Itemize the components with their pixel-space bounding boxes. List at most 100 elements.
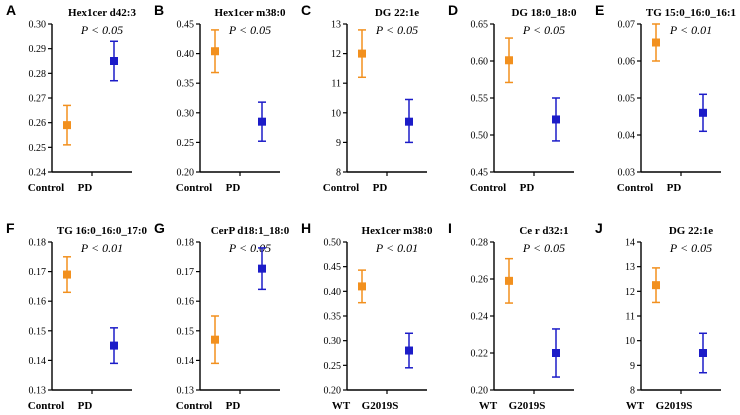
y-tick-label: 0.30 (324, 336, 342, 347)
x-category-label: Control (176, 400, 212, 412)
y-tick-label: 0.16 (29, 297, 47, 308)
panel-title: TG 16:0_16:0_17:0 (57, 225, 148, 237)
y-tick-label: 0.15 (177, 326, 195, 337)
data-point-control (211, 336, 219, 344)
panel-title: Ce r d32:1 (519, 225, 568, 237)
y-tick-label: 14 (625, 238, 635, 249)
data-point-pd (552, 115, 560, 123)
data-point-control (63, 121, 71, 129)
x-category-label: PD (520, 182, 535, 194)
y-tick-label: 0.45 (177, 20, 195, 31)
x-category-label: Control (323, 182, 359, 194)
data-point-pd (258, 118, 266, 126)
p-value-label: P < 0.01 (80, 241, 123, 255)
y-tick-label: 13 (625, 262, 635, 273)
y-tick-label: 0.20 (324, 386, 342, 397)
x-category-label: PD (78, 400, 93, 412)
y-tick-label: 0.45 (324, 262, 342, 273)
y-tick-label: 0.18 (29, 238, 47, 249)
x-category-label: Control (176, 182, 212, 194)
y-tick-label: 11 (331, 79, 341, 90)
y-tick-label: 0.17 (29, 267, 47, 278)
y-tick-label: 0.40 (324, 287, 342, 298)
p-value-label: P < 0.01 (375, 241, 418, 255)
data-point-control (652, 39, 660, 47)
y-tick-label: 13 (331, 20, 341, 31)
y-tick-label: 0.24 (29, 168, 47, 179)
y-tick-label: 0.40 (177, 49, 195, 60)
data-point-g2019s (699, 349, 707, 357)
y-tick-label: 0.50 (324, 238, 342, 249)
y-tick-label: 0.17 (177, 267, 195, 278)
y-tick-label: 0.20 (177, 168, 195, 179)
y-tick-label: 10 (625, 336, 635, 347)
panel-title: Hex1cer m38:0 (215, 7, 286, 19)
y-tick-label: 0.26 (471, 275, 489, 286)
y-tick-label: 0.07 (618, 20, 636, 31)
y-tick-label: 0.15 (29, 326, 47, 337)
data-point-g2019s (552, 349, 560, 357)
x-category-label: PD (373, 182, 388, 194)
y-tick-label: 8 (630, 386, 635, 397)
x-category-label: G2019S (362, 400, 399, 412)
y-tick-label: 0.29 (29, 44, 47, 55)
data-point-control (63, 271, 71, 279)
panel-g: G CerP d18:1_18:0 P < 0.05 0.13 0.14 0.15 0.16… (154, 220, 290, 412)
panel-title: DG 22:1e (375, 7, 419, 19)
x-category-label: Control (28, 182, 64, 194)
y-tick-label: 0.28 (29, 69, 47, 80)
x-category-label: PD (667, 182, 682, 194)
y-tick-label: 0.35 (324, 312, 342, 323)
y-tick-label: 0.50 (471, 131, 489, 142)
panel-h: H Hex1cer m38:0 P < 0.01 0.20 0.25 0.30 0.35 0.… (301, 220, 433, 412)
data-point-pd (110, 342, 118, 350)
y-tick-label: 0.35 (177, 79, 195, 90)
p-value-label: P < 0.05 (522, 23, 565, 37)
x-category-label: WT (626, 400, 645, 412)
p-value-label: P < 0.05 (669, 241, 712, 255)
y-tick-label: 10 (331, 108, 341, 119)
y-tick-label: 0.27 (29, 94, 47, 105)
panel-letter: A (6, 2, 16, 18)
data-point-pd (110, 57, 118, 65)
x-category-label: PD (226, 182, 241, 194)
y-tick-label: 0.25 (177, 138, 195, 149)
panel-a: A Hex1cer d42:3 P < 0.05 0.24 0.25 0.26 0.27 0.… (6, 2, 136, 194)
p-value-label: P < 0.05 (228, 23, 271, 37)
panel-letter: B (154, 2, 164, 18)
x-category-label: PD (226, 400, 241, 412)
panel-letter: I (448, 220, 452, 236)
y-tick-label: 8 (336, 168, 341, 179)
y-tick-label: 0.55 (471, 94, 489, 105)
x-category-label: WT (332, 400, 351, 412)
p-value-label: P < 0.05 (80, 23, 123, 37)
y-tick-label: 9 (336, 138, 341, 149)
y-tick-label: 0.13 (29, 386, 47, 397)
data-point-control (505, 56, 513, 64)
y-tick-label: 0.25 (29, 143, 47, 154)
data-point-control (211, 47, 219, 55)
panel-letter: E (595, 2, 604, 18)
x-category-label: PD (78, 182, 93, 194)
y-tick-label: 0.24 (471, 312, 489, 323)
data-point-pd (699, 109, 707, 117)
panel-j: J DG 22:1eP < 0.05891011121314WT G2019S (595, 220, 721, 412)
panel-title: DG 18:0_18:0 (511, 7, 577, 19)
panel-letter: D (448, 2, 458, 18)
data-point-control (358, 50, 366, 58)
panel-e: E TG 15:0_16:0_16:1 P < 0.01 0.03 0.04 0.05 0.… (595, 2, 736, 194)
panel-letter: H (301, 220, 311, 236)
panel-f: F TG 16:0_16:0_17:0 P < 0.01 0.13 0.14 0.15 0.… (6, 220, 148, 412)
y-tick-label: 0.06 (618, 57, 636, 68)
data-point-wt (652, 281, 660, 289)
y-tick-label: 0.45 (471, 168, 489, 179)
x-category-label: Control (470, 182, 506, 194)
data-point-pd (258, 265, 266, 273)
x-category-label: Control (28, 400, 64, 412)
panel-title: Hex1cer d42:3 (68, 7, 136, 19)
x-category-label: G2019S (656, 400, 693, 412)
y-tick-label: 0.65 (471, 20, 489, 31)
y-tick-label: 0.25 (324, 361, 342, 372)
y-tick-label: 0.05 (618, 94, 636, 105)
